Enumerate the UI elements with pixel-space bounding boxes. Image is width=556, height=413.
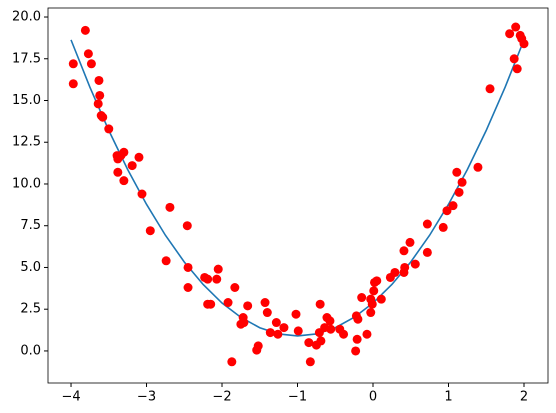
point <box>422 219 432 229</box>
y-tick-label: 17.5 <box>12 51 41 66</box>
point <box>509 54 519 64</box>
point <box>511 22 521 32</box>
point <box>203 274 213 284</box>
point <box>86 59 96 69</box>
point <box>399 246 409 256</box>
point <box>98 112 108 122</box>
point <box>410 259 420 269</box>
point <box>438 222 448 232</box>
point <box>145 226 155 236</box>
point <box>68 59 78 69</box>
y-tick-label: 0.0 <box>20 343 41 358</box>
point <box>369 286 379 296</box>
point <box>80 25 90 35</box>
plot-frame <box>47 7 549 384</box>
point <box>357 293 367 303</box>
y-tick-label: 10.0 <box>12 176 41 191</box>
point <box>293 326 303 336</box>
point <box>376 294 386 304</box>
x-tick-label: −4 <box>61 390 80 405</box>
point <box>326 324 336 334</box>
x-tick-label: 1 <box>444 390 452 405</box>
point <box>83 49 93 59</box>
point <box>452 167 462 177</box>
point <box>212 274 222 284</box>
point <box>351 346 361 356</box>
point <box>183 282 193 292</box>
point <box>353 314 363 324</box>
point <box>262 308 272 318</box>
x-tick-label: −1 <box>288 390 307 405</box>
point <box>119 147 129 157</box>
point <box>405 237 415 247</box>
point <box>366 308 376 318</box>
point <box>113 167 123 177</box>
point <box>183 262 193 272</box>
point <box>239 318 249 328</box>
x-tick-label: 2 <box>520 390 528 405</box>
point <box>304 338 314 348</box>
point <box>223 298 233 308</box>
point <box>352 334 362 344</box>
point <box>400 262 410 272</box>
point <box>94 75 104 85</box>
point <box>485 84 495 94</box>
y-tick-label: 15.0 <box>12 93 41 108</box>
point <box>182 221 192 231</box>
point <box>442 206 452 216</box>
point <box>206 299 216 309</box>
point <box>134 152 144 162</box>
point <box>165 202 175 212</box>
point <box>260 298 270 308</box>
fit-line <box>70 39 525 337</box>
point <box>104 124 114 134</box>
x-tick-label: −3 <box>137 390 156 405</box>
point <box>213 264 223 274</box>
point <box>519 39 529 49</box>
y-tick-label: 20.0 <box>12 10 41 25</box>
point <box>265 328 275 338</box>
point <box>367 299 377 309</box>
point <box>161 256 171 266</box>
point <box>119 176 129 186</box>
point <box>68 79 78 89</box>
y-tick-label: 7.5 <box>20 218 41 233</box>
point <box>291 309 301 319</box>
x-tick-label: −2 <box>212 390 231 405</box>
point <box>512 64 522 74</box>
point <box>390 267 400 277</box>
point <box>305 357 315 367</box>
point <box>473 162 483 172</box>
point <box>95 90 105 100</box>
point <box>505 29 515 39</box>
point <box>271 318 281 328</box>
point <box>325 316 335 326</box>
point <box>454 187 464 197</box>
point <box>243 301 253 311</box>
point <box>372 276 382 286</box>
point <box>422 247 432 257</box>
point <box>230 282 240 292</box>
point <box>279 323 289 333</box>
point <box>315 299 325 309</box>
point <box>362 329 372 339</box>
y-tick-label: 5.0 <box>20 260 41 275</box>
point <box>457 177 467 187</box>
point <box>93 99 103 109</box>
point <box>253 341 263 351</box>
point <box>137 189 147 199</box>
point <box>273 329 283 339</box>
x-tick-label: 0 <box>369 390 377 405</box>
point <box>227 357 237 367</box>
point <box>316 336 326 346</box>
point <box>339 329 349 339</box>
y-tick-label: 2.5 <box>20 302 41 317</box>
point <box>448 201 458 211</box>
point <box>127 161 137 171</box>
y-tick-label: 12.5 <box>12 135 41 150</box>
